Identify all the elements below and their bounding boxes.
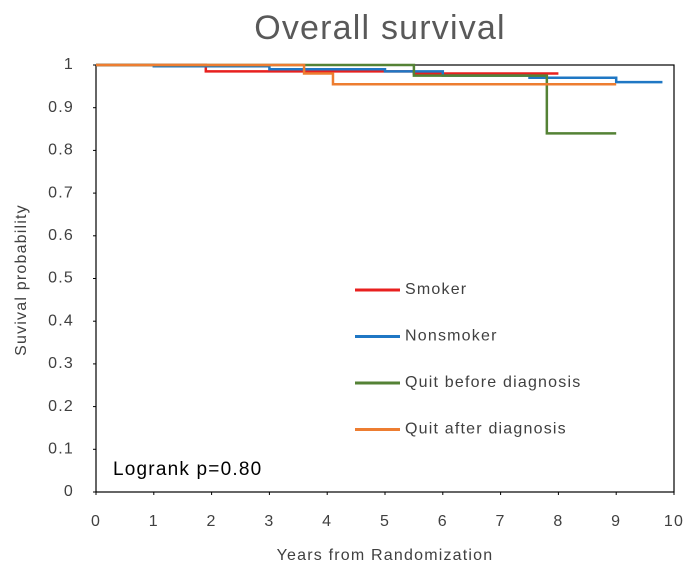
x-axis-label: Years from Randomization bbox=[277, 547, 494, 564]
y-tick-label: 0.9 bbox=[48, 99, 74, 116]
x-tick-label: 0 bbox=[91, 513, 101, 530]
y-axis-label: Suvival probability bbox=[13, 204, 30, 356]
annotation: Logrank p=0.80 bbox=[113, 459, 262, 480]
x-tick-label: 10 bbox=[664, 513, 684, 530]
survival-line bbox=[96, 63, 617, 135]
x-tick-label: 3 bbox=[264, 513, 274, 530]
y-tick-label: 0.8 bbox=[48, 142, 74, 159]
y-tick-label: 0 bbox=[64, 483, 74, 500]
legend-label: Smoker bbox=[405, 281, 467, 298]
y-tick-label: 0.5 bbox=[48, 270, 74, 287]
x-tick-label: 2 bbox=[207, 513, 217, 530]
survival-line bbox=[96, 63, 663, 84]
x-tick-label: 5 bbox=[380, 513, 390, 530]
x-tick-label: 4 bbox=[322, 513, 332, 530]
legend-label: Quit before diagnosis bbox=[405, 374, 581, 391]
legend-label: Quit after diagnosis bbox=[405, 421, 567, 438]
x-tick-label: 9 bbox=[611, 513, 621, 530]
y-tick-label: 0.7 bbox=[48, 184, 74, 201]
x-tick-label: 8 bbox=[553, 513, 563, 530]
y-tick-label: 0.4 bbox=[48, 312, 74, 329]
y-tick-label: 0.3 bbox=[48, 355, 74, 372]
x-tick-label: 6 bbox=[438, 513, 448, 530]
y-tick-label: 0.1 bbox=[48, 441, 74, 458]
survival-line bbox=[96, 63, 617, 86]
legend-label: Nonsmoker bbox=[405, 328, 498, 345]
plot-frame bbox=[95, 64, 675, 493]
x-tick-label: 1 bbox=[149, 513, 159, 530]
y-tick-label: 1 bbox=[64, 56, 74, 73]
chart-title: Overall survival bbox=[254, 9, 506, 47]
y-tick-label: 0.6 bbox=[48, 227, 74, 244]
x-tick-label: 7 bbox=[496, 513, 506, 530]
y-tick-label: 0.2 bbox=[48, 398, 74, 415]
